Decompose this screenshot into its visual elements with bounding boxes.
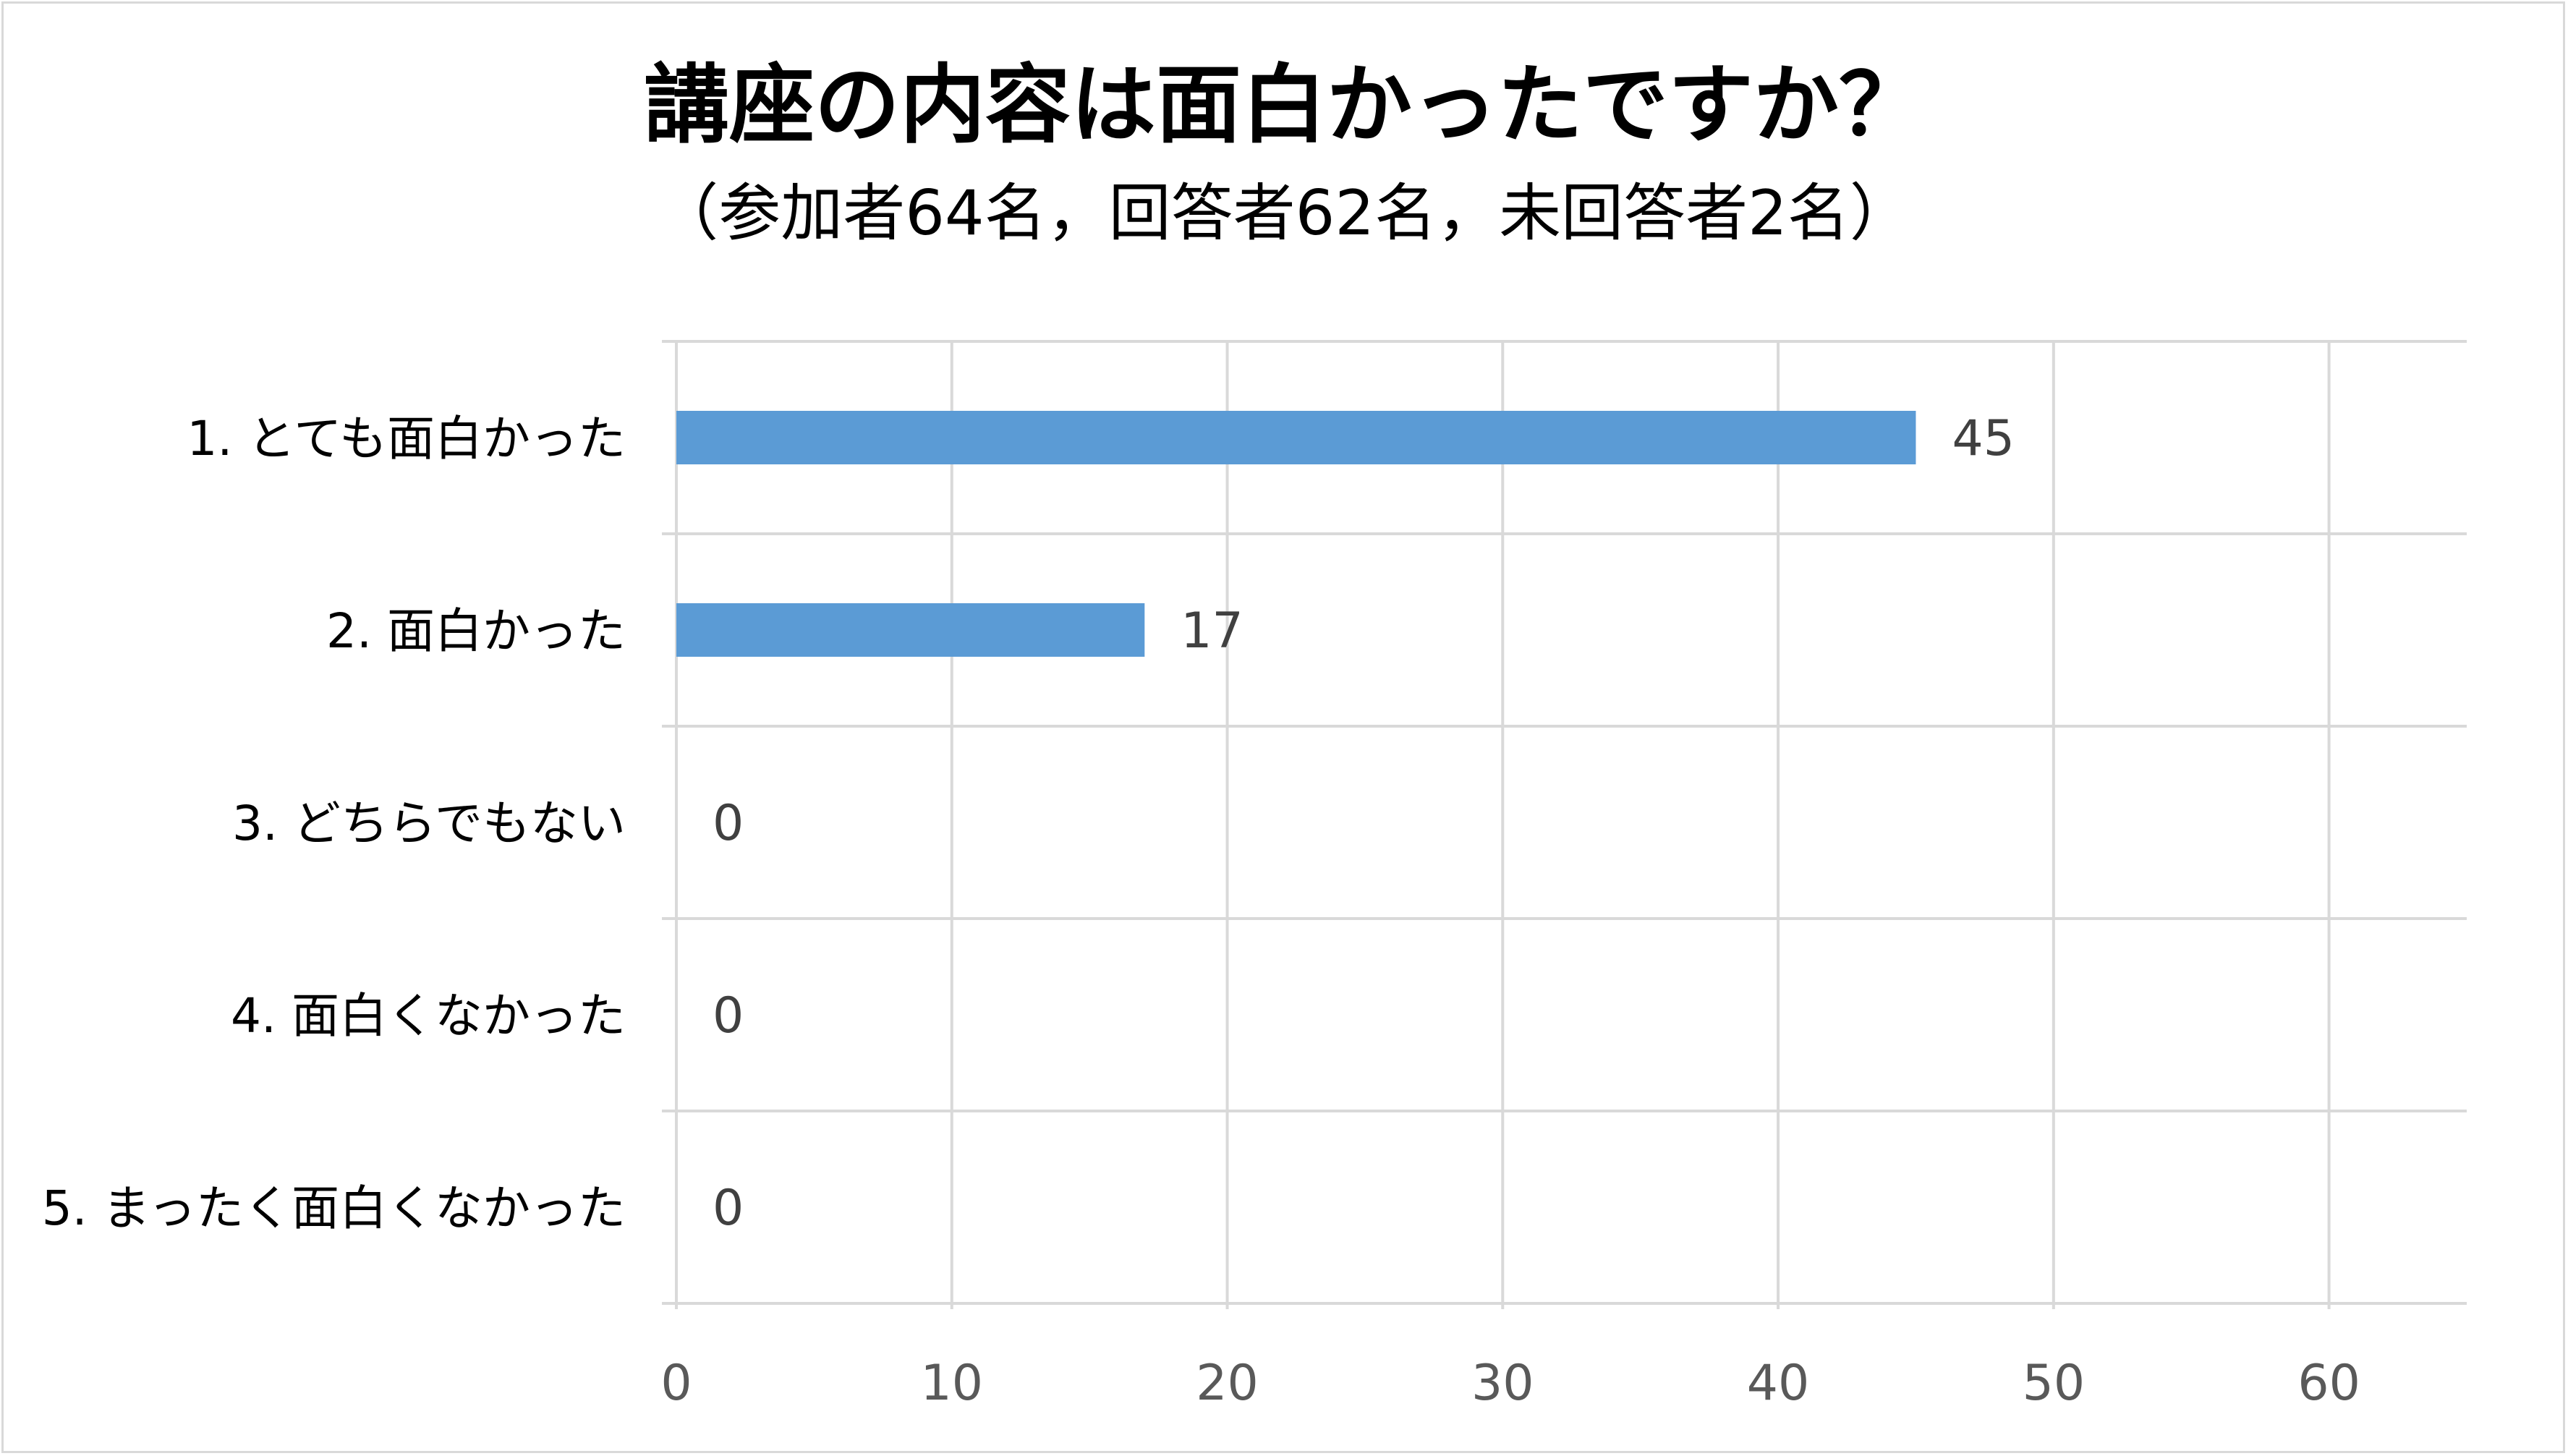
data-label: 17 <box>1181 603 1243 660</box>
bar-layer <box>676 411 1916 657</box>
data-label: 45 <box>1952 410 2015 467</box>
x-tick-label: 20 <box>1196 1355 1259 1412</box>
category-label: 4. 面白くなかった <box>231 988 626 1044</box>
chart-title: 講座の内容は面白かったですか？ <box>643 55 1924 155</box>
x-tick-label: 60 <box>2297 1355 2360 1412</box>
bar <box>676 411 1916 464</box>
x-tick-label: 30 <box>1471 1355 1534 1412</box>
category-label: 3. どちらでもない <box>232 796 626 851</box>
grid-layer <box>662 340 2467 1309</box>
bar <box>676 603 1145 657</box>
x-tick-label: 50 <box>2023 1355 2086 1412</box>
data-label: 0 <box>713 987 744 1044</box>
label-layer: 0 10 20 30 40 50 60 1. とても面白かった 45 2. 面白かった 17 3. ど… <box>42 410 2360 1412</box>
category-label: 2. 面白かった <box>326 603 626 659</box>
category-label: 5. まったく面白くなかった <box>42 1180 626 1236</box>
data-label: 0 <box>713 1180 744 1237</box>
x-tick-label: 40 <box>1747 1355 1810 1412</box>
data-label: 0 <box>713 795 744 852</box>
chart-subtitle: （参加者64名，回答者62名，未回答者2名） <box>656 177 1912 250</box>
x-tick-label: 0 <box>660 1355 692 1412</box>
category-label: 1. とても面白かった <box>187 411 626 467</box>
x-tick-label: 10 <box>921 1355 984 1412</box>
